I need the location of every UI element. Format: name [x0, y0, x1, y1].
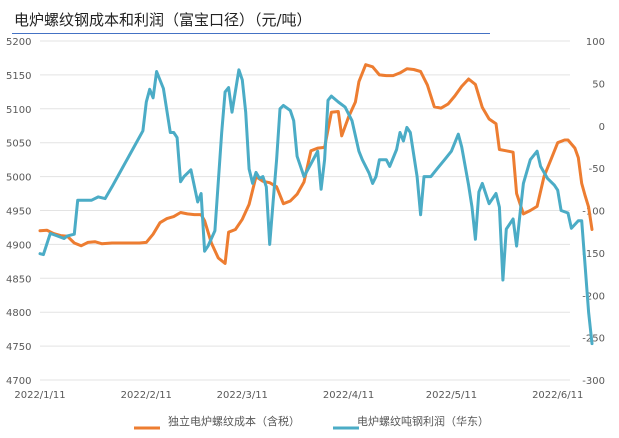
x-axis: 2022/1/11 2022/2/11 2022/3/11 2022/4/11 2022…: [14, 390, 583, 401]
legend-label-0: 独立电炉螺纹成本（含税）: [168, 414, 300, 428]
y-left-tick-3: 4850: [6, 274, 31, 285]
y-left-tick-8: 5100: [6, 105, 31, 116]
chart-title: 电炉螺纹钢成本和利润（富宝口径）（元/吨）: [14, 11, 312, 29]
legend: 独立电炉螺纹成本（含税） 电炉螺纹吨钢利润（华东）: [134, 414, 489, 430]
y-left-tick-4: 4900: [6, 240, 31, 251]
y-left-tick-1: 4750: [6, 342, 31, 353]
y-left-tick-0: 4700: [6, 376, 31, 387]
y-right-tick-8: 100: [586, 37, 605, 48]
legend-label-1: 电炉螺纹吨钢利润（华东）: [357, 414, 489, 428]
y-right-tick-6: 0: [599, 122, 605, 133]
y-right-tick-1: -250: [582, 334, 605, 345]
series-lines: [38, 63, 594, 346]
y-left-tick-2: 4800: [6, 308, 31, 319]
x-tick-5: 2022/6/11: [532, 390, 583, 401]
y-right-tick-0: -300: [582, 376, 605, 387]
x-tick-1: 2022/2/11: [121, 390, 172, 401]
x-tick-2: 2022/3/11: [217, 390, 268, 401]
y-right-tick-3: -150: [582, 249, 605, 260]
y-left-tick-5: 4950: [6, 207, 31, 218]
y-right-tick-7: 50: [592, 79, 605, 90]
gridlines: [40, 40, 570, 381]
series-line-0: [38, 63, 594, 265]
y-axis-right: -300 -250 -200 -150 -100 -50 0 50 100: [582, 37, 605, 387]
y-left-tick-7: 5050: [6, 139, 31, 150]
y-axis-left: 4700 4750 4800 4850 4900 4950 5000 5050 5100 5150…: [6, 37, 31, 387]
title-underline: [12, 33, 490, 34]
y-left-tick-6: 5000: [6, 173, 31, 184]
y-left-tick-9: 5150: [6, 71, 31, 82]
x-tick-3: 2022/4/11: [323, 390, 374, 401]
y-right-tick-5: -50: [589, 164, 605, 175]
y-right-tick-4: -100: [582, 207, 605, 218]
x-tick-4: 2022/5/11: [426, 390, 477, 401]
y-right-tick-2: -200: [582, 291, 605, 302]
series-line-1: [38, 68, 594, 346]
y-left-tick-10: 5200: [6, 37, 31, 48]
x-tick-0: 2022/1/11: [14, 390, 65, 401]
